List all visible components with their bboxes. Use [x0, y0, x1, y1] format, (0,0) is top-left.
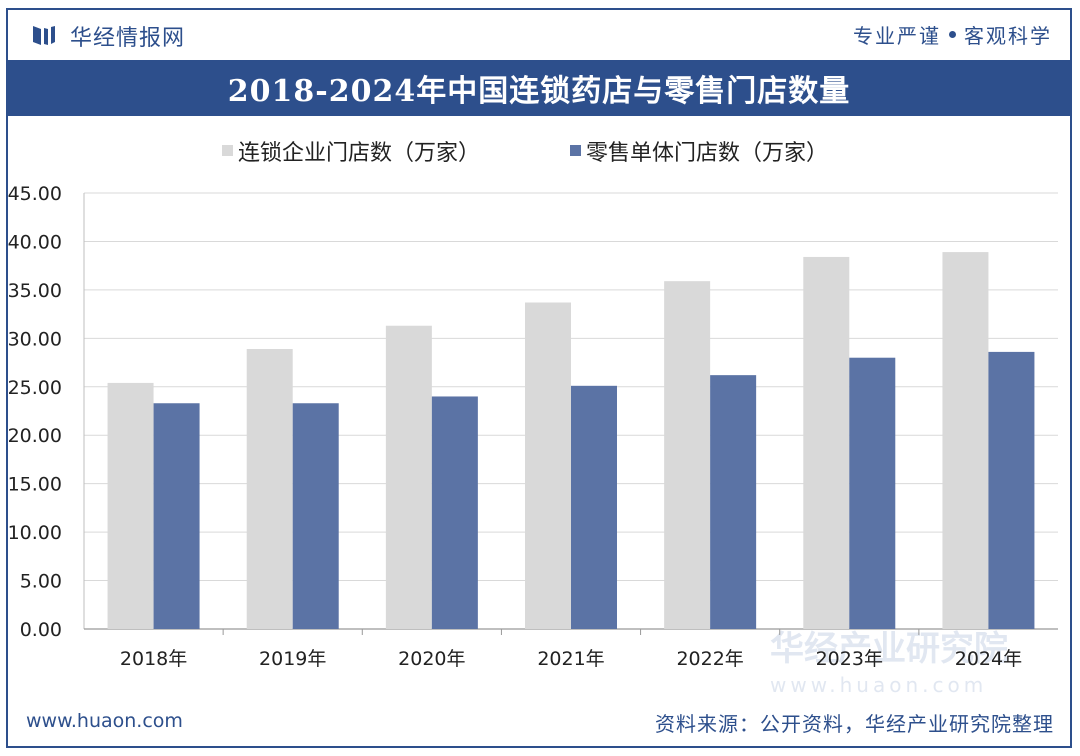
slogan-right: 客观科学	[964, 24, 1052, 48]
x-tick-label: 2021年	[537, 648, 604, 670]
y-tick-label: 35.00	[8, 280, 62, 302]
x-tick-label: 2022年	[676, 648, 743, 670]
bar-chain-stores	[246, 348, 293, 629]
slogan: 专业严谨 客观科学	[853, 20, 1052, 49]
y-tick-label: 5.00	[20, 571, 62, 593]
x-tick-label: 2023年	[816, 648, 883, 670]
chart-title: 2018-2024年中国连锁药店与零售门店数量	[227, 74, 851, 109]
bar-chain-stores	[107, 382, 154, 629]
title-band: 2018-2024年中国连锁药店与零售门店数量	[6, 60, 1072, 116]
y-tick-label: 20.00	[8, 425, 62, 447]
bar-single-stores	[153, 403, 200, 629]
y-tick-label: 30.00	[8, 328, 62, 350]
bar-single-stores	[849, 357, 896, 629]
y-tick-label: 45.00	[8, 183, 62, 205]
bar-single-stores	[292, 403, 339, 629]
y-tick-label: 40.00	[8, 231, 62, 253]
footer-source: 资料来源：公开资料，华经产业研究院整理	[655, 712, 1054, 736]
y-tick-label: 0.00	[20, 619, 62, 641]
bar-single-stores	[988, 351, 1035, 629]
header-bar: 华经情报网 专业严谨 客观科学	[6, 8, 1072, 60]
watermark-url: www.huaon.com	[770, 673, 987, 697]
y-tick-label: 15.00	[8, 474, 62, 496]
bar-single-stores	[710, 375, 757, 629]
y-tick-label: 10.00	[8, 522, 62, 544]
bar-chain-stores	[942, 252, 989, 629]
bullet-dot-icon	[949, 31, 956, 38]
bar-single-stores	[431, 396, 478, 629]
chart-frame	[6, 8, 1072, 748]
bar-chain-stores	[385, 325, 432, 629]
x-tick-label: 2019年	[259, 648, 326, 670]
bar-chain-stores	[525, 302, 571, 629]
y-tick-label: 25.00	[8, 377, 62, 399]
legend-label-chain: 连锁企业门店数（万家）	[238, 141, 480, 166]
huajing-logo-icon	[33, 26, 55, 45]
x-tick-label: 2018年	[120, 648, 187, 670]
legend-swatch-single	[570, 145, 581, 156]
footer-website[interactable]: www.huaon.com	[26, 710, 183, 732]
bar-single-stores	[571, 385, 617, 629]
bar-chain-stores	[803, 256, 850, 629]
watermark-name: 华经产业研究院	[770, 629, 1008, 669]
bar-chain-stores	[664, 281, 711, 629]
brand-name: 华经情报网	[70, 26, 186, 51]
legend-swatch-chain	[222, 145, 233, 156]
x-tick-label: 2020年	[398, 648, 465, 670]
x-tick-label: 2024年	[955, 648, 1022, 670]
legend-label-single: 零售单体门店数（万家）	[586, 141, 828, 166]
slogan-left: 专业严谨	[853, 24, 941, 48]
